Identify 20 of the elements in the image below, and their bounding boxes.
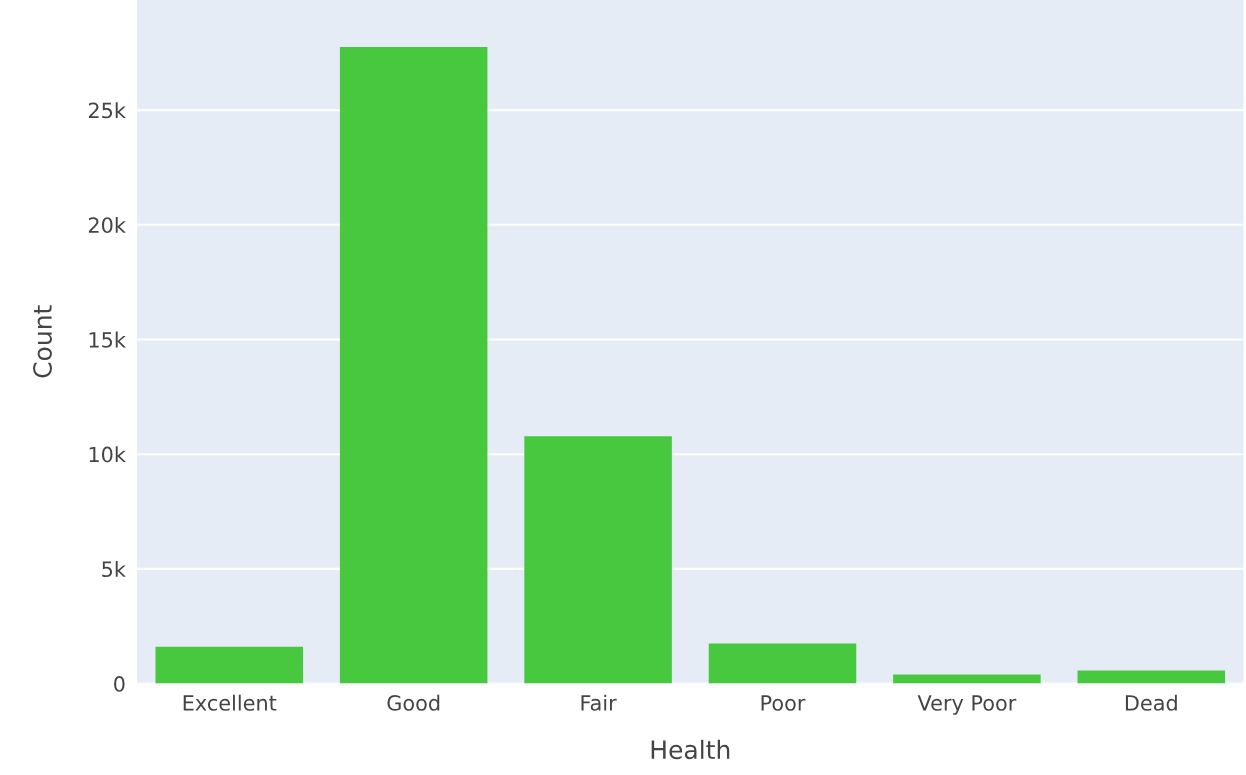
y-tick-label: 5k — [102, 560, 126, 578]
x-tick-label: Dead — [1125, 694, 1177, 711]
y-tick-label: 10k — [89, 446, 126, 463]
bar — [893, 674, 1041, 684]
y-tick-label: 15k — [89, 331, 126, 348]
y-axis-title: Count — [33, 305, 52, 378]
bar — [155, 646, 304, 684]
x-tick-label: Good — [387, 694, 440, 711]
bar — [1077, 670, 1226, 684]
x-axis-title: Health — [651, 739, 730, 760]
bar — [708, 643, 857, 684]
x-tick-label: Excellent — [183, 694, 277, 711]
x-tick-label: Very Poor — [917, 695, 1017, 715]
bar — [339, 47, 488, 684]
bar — [524, 436, 672, 684]
y-tick-label: 20k — [88, 216, 126, 233]
x-tick-label: Poor — [761, 695, 806, 711]
y-tick-label: 0 — [114, 676, 125, 692]
y-tick-label: 25k — [88, 102, 126, 119]
x-tick-label: Fair — [581, 694, 617, 711]
